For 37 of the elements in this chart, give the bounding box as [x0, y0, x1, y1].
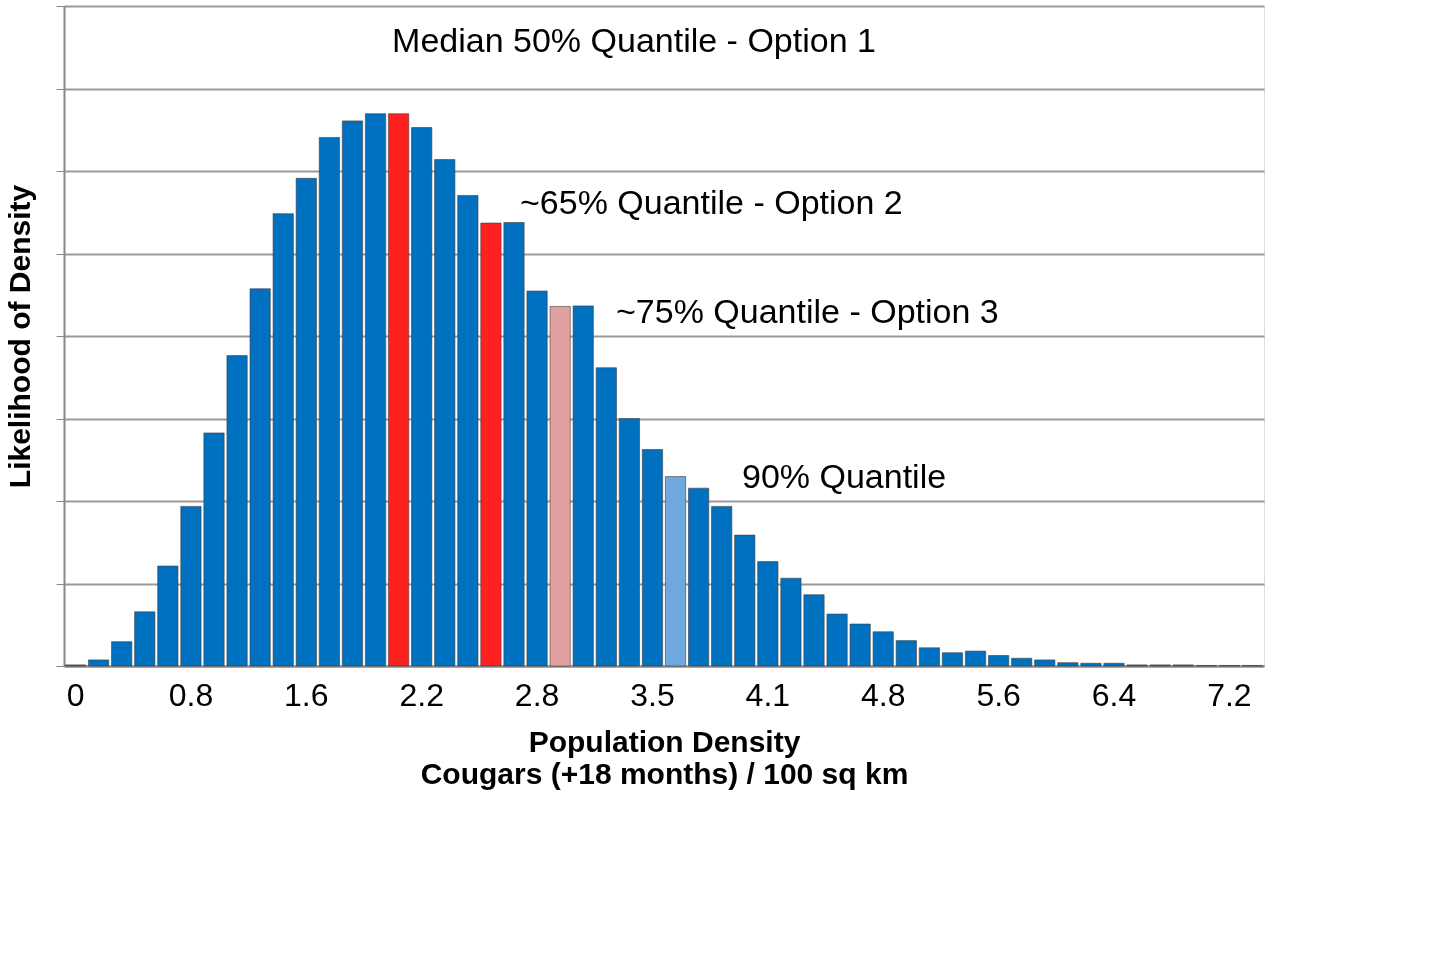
bar [711, 506, 733, 667]
bar [111, 641, 133, 667]
text: Median 50% Quantile - Option 1 [392, 21, 876, 60]
bar [295, 178, 317, 667]
annotation: 90% Quantile [742, 456, 947, 495]
bar [965, 650, 986, 667]
x-tick-label: 0.8 [168, 676, 214, 713]
bar [1011, 657, 1033, 667]
bar [318, 137, 340, 667]
x-tick-label: 5.6 [976, 676, 1021, 713]
x-tick-label: 1.6 [284, 676, 329, 713]
bar [988, 655, 1010, 667]
x-tick-label: 4.8 [860, 676, 906, 713]
bar [665, 476, 686, 667]
bar [895, 640, 917, 667]
bar [688, 487, 710, 667]
x-tick-label: 2.2 [399, 676, 444, 713]
bar [365, 113, 386, 667]
bar [88, 659, 110, 667]
x-axis-title: Population Density Cougars (+18 months) / 100 sq km [420, 724, 909, 790]
bar [918, 647, 940, 667]
bar [411, 127, 433, 667]
annotation: ~65% Quantile - Option 2 [520, 183, 903, 221]
y-axis-title: Likelihood of Density [3, 184, 36, 489]
bar [595, 367, 617, 667]
bar [342, 120, 363, 667]
x-tick-label: 0 [66, 676, 85, 713]
bar [942, 652, 963, 667]
x-tick-label: 7.2 [1207, 676, 1252, 713]
x-tick-label: 2.8 [514, 676, 560, 713]
bar [642, 449, 663, 667]
x-tick-label: 6.4 [1091, 676, 1137, 713]
x-tick-label: 3.5 [630, 676, 675, 713]
bar [618, 418, 640, 667]
annotation: ~75% Quantile - Option 3 [616, 291, 999, 330]
x-tick-label: 4.1 [745, 676, 791, 713]
bar [388, 113, 410, 667]
